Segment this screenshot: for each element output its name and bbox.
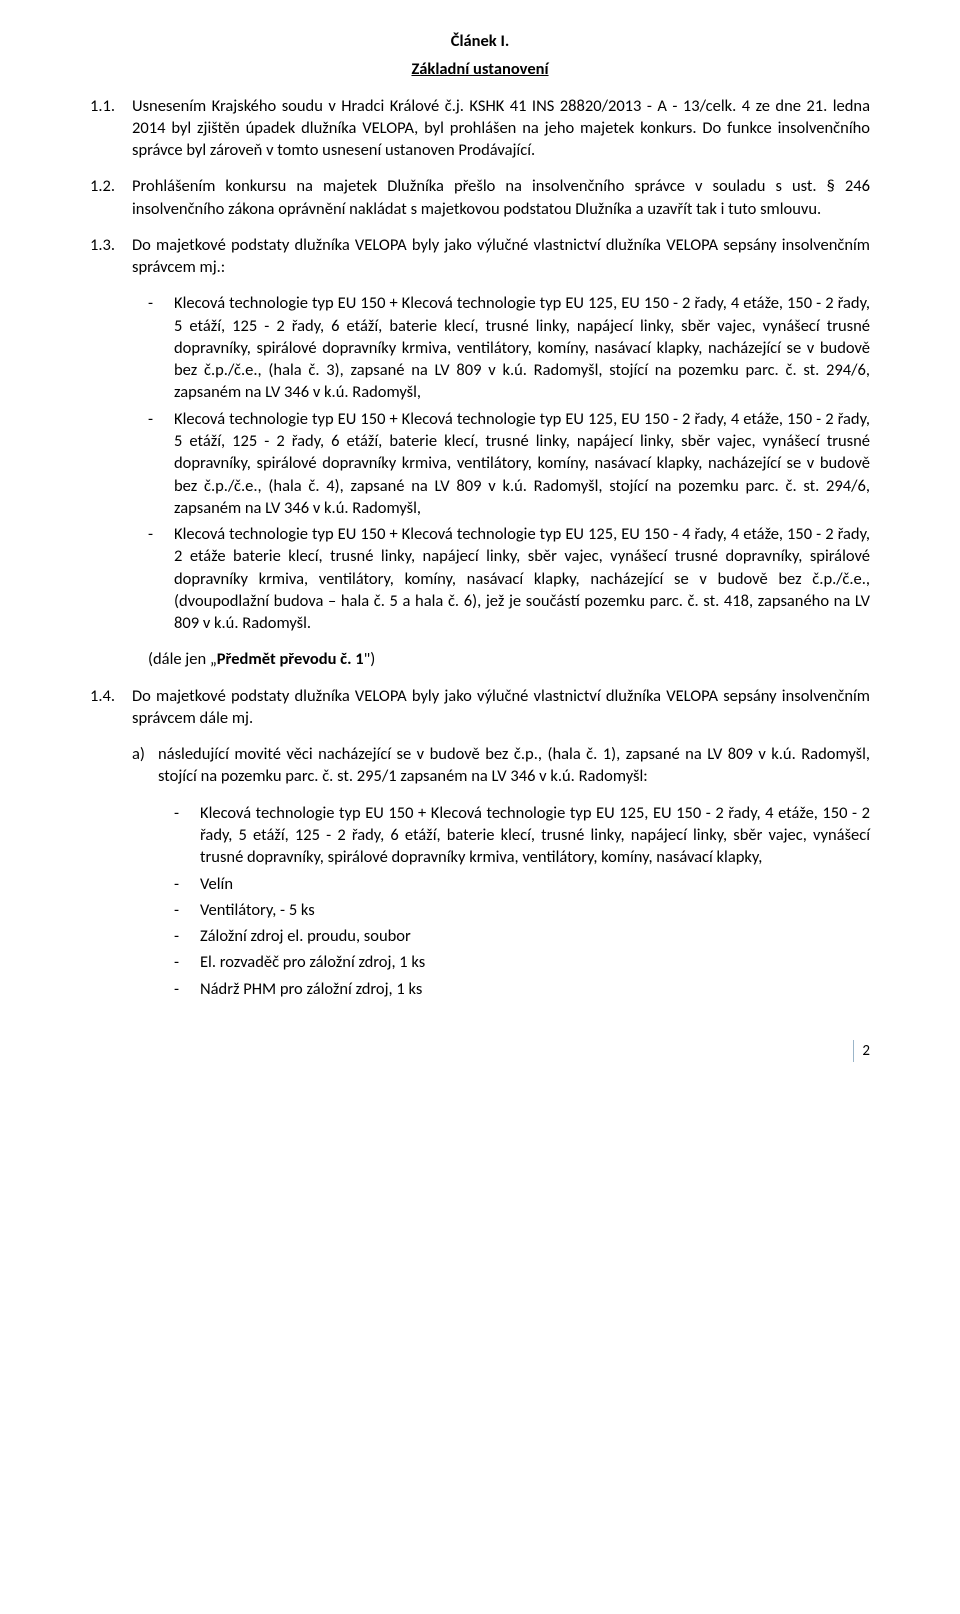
closing-post: ") xyxy=(364,649,376,669)
paragraph-1-3: 1.3. Do majetkové podstaty dlužníka VELO… xyxy=(90,234,870,279)
list-item: - Ventilátory, - 5 ks xyxy=(174,899,870,921)
paragraph-1-2: 1.2. Prohlášením konkursu na majetek Dlu… xyxy=(90,175,870,220)
bullet-dash: - xyxy=(174,873,200,895)
bullet-text: Záložní zdroj el. proudu, soubor xyxy=(200,925,870,947)
sub-a-body: následující movité věci nacházející se v… xyxy=(158,743,870,788)
list-item: - Velín xyxy=(174,873,870,895)
bullet-list-1-3: - Klecová technologie typ EU 150 + Kleco… xyxy=(148,292,870,634)
bullet-text: El. rozvaděč pro záložní zdroj, 1 ks xyxy=(200,951,870,973)
closing-1-3: (dále jen „Předmět převodu č. 1") xyxy=(148,648,870,670)
paragraph-1-1: 1.1. Usnesením Krajského soudu v Hradci … xyxy=(90,95,870,162)
para-num: 1.3. xyxy=(90,234,132,279)
bullet-text: Klecová technologie typ EU 150 + Klecová… xyxy=(174,292,870,403)
sub-a: a) následující movité věci nacházející s… xyxy=(132,743,870,788)
para-body: Do majetkové podstaty dlužníka VELOPA by… xyxy=(132,234,870,279)
bullet-list-1-4-a: - Klecová technologie typ EU 150 + Kleco… xyxy=(174,802,870,1000)
bullet-dash: - xyxy=(148,292,174,403)
list-item: - Klecová technologie typ EU 150 + Kleco… xyxy=(174,802,870,869)
para-num: 1.1. xyxy=(90,95,132,162)
list-item: - Nádrž PHM pro záložní zdroj, 1 ks xyxy=(174,978,870,1000)
closing-bold: Předmět převodu č. 1 xyxy=(217,649,364,669)
closing-pre: (dále jen „ xyxy=(148,649,217,669)
paragraph-1-4: 1.4. Do majetkové podstaty dlužníka VELO… xyxy=(90,685,870,730)
list-item: - El. rozvaděč pro záložní zdroj, 1 ks xyxy=(174,951,870,973)
bullet-dash: - xyxy=(174,802,200,869)
list-item: - Klecová technologie typ EU 150 + Kleco… xyxy=(148,292,870,403)
bullet-text: Ventilátory, - 5 ks xyxy=(200,899,870,921)
bullet-text: Klecová technologie typ EU 150 + Klecová… xyxy=(174,523,870,634)
para-body: Prohlášením konkursu na majetek Dlužníka… xyxy=(132,175,870,220)
page-number-container: 2 xyxy=(90,1040,870,1070)
para-body: Usnesením Krajského soudu v Hradci Králo… xyxy=(132,95,870,162)
article-number: Článek I. xyxy=(90,30,870,52)
bullet-text: Velín xyxy=(200,873,870,895)
article-title: Základní ustanovení xyxy=(90,58,870,80)
list-item: - Záložní zdroj el. proudu, soubor xyxy=(174,925,870,947)
sub-a-label: a) xyxy=(132,743,158,788)
bullet-dash: - xyxy=(174,951,200,973)
page-number: 2 xyxy=(853,1040,870,1062)
list-item: - Klecová technologie typ EU 150 + Kleco… xyxy=(148,408,870,519)
bullet-text: Klecová technologie typ EU 150 + Klecová… xyxy=(174,408,870,519)
bullet-dash: - xyxy=(148,408,174,519)
bullet-dash: - xyxy=(174,925,200,947)
bullet-dash: - xyxy=(174,978,200,1000)
list-item: - Klecová technologie typ EU 150 + Kleco… xyxy=(148,523,870,634)
para-body: Do majetkové podstaty dlužníka VELOPA by… xyxy=(132,685,870,730)
para-num: 1.2. xyxy=(90,175,132,220)
bullet-text: Nádrž PHM pro záložní zdroj, 1 ks xyxy=(200,978,870,1000)
bullet-text: Klecová technologie typ EU 150 + Klecová… xyxy=(200,802,870,869)
para-num: 1.4. xyxy=(90,685,132,730)
bullet-dash: - xyxy=(148,523,174,634)
bullet-dash: - xyxy=(174,899,200,921)
